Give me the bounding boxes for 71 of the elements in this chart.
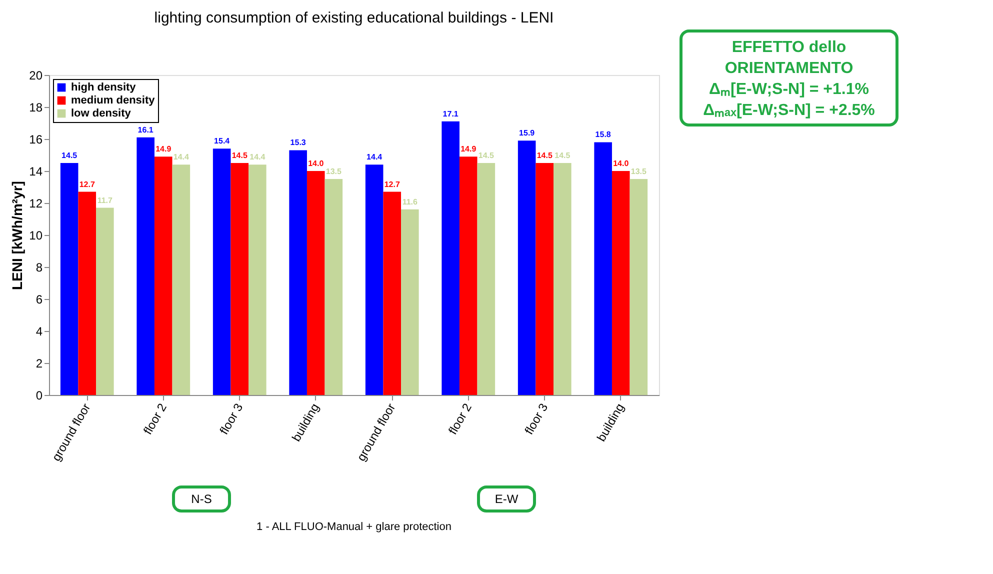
data-label: 14.9 [460, 144, 477, 154]
data-label: 14.0 [308, 159, 324, 168]
bar [612, 171, 630, 395]
bar [230, 163, 249, 395]
data-label: 14.5 [232, 151, 248, 160]
data-label: 16.1 [138, 125, 154, 134]
legend-label: low density [71, 108, 132, 120]
bar [306, 171, 325, 395]
text: Δₘ[E-W;S-N] = +1.1% [709, 81, 869, 98]
text: Δₘₐₓ[E-W;S-N] = +2.5% [703, 102, 875, 119]
text: E-W [494, 492, 519, 506]
data-label: 14.5 [62, 151, 78, 160]
chart-title: lighting consumption of existing educational buildings - LENI [154, 10, 554, 26]
bar [60, 163, 78, 395]
text: ORIENTAMENTO [724, 60, 854, 77]
y-tick-label: 16 [29, 132, 43, 146]
y-tick-label: 8 [36, 260, 43, 274]
y-tick-label: 2 [36, 356, 43, 370]
bar [630, 179, 648, 395]
bar [154, 156, 172, 395]
data-label: 14.0 [613, 159, 630, 168]
bar [401, 209, 419, 395]
bar [78, 192, 96, 395]
bar [248, 164, 266, 395]
y-tick-label: 6 [36, 292, 43, 306]
data-label: 14.9 [156, 144, 172, 154]
data-label: 12.7 [79, 180, 96, 189]
text: EFFETTO dello [732, 39, 846, 56]
bar [518, 140, 536, 395]
text: N-S [191, 492, 212, 506]
data-label: 12.7 [384, 180, 400, 189]
y-tick-label: 0 [36, 388, 43, 402]
data-label: 13.5 [630, 167, 647, 176]
bar [459, 156, 478, 395]
data-label: 14.4 [173, 152, 190, 162]
data-label: 14.5 [554, 151, 571, 160]
bar [136, 137, 154, 395]
bar [365, 164, 384, 395]
data-label: 14.5 [478, 151, 494, 160]
data-label: 15.8 [595, 130, 612, 140]
y-tick-label: 14 [29, 164, 43, 178]
data-label: 14.5 [536, 151, 553, 160]
data-label: 11.7 [97, 196, 114, 205]
bar [383, 192, 402, 395]
bar [96, 208, 114, 395]
text: 1 - ALL FLUO-Manual + glare protection [256, 521, 452, 533]
data-label: 15.4 [214, 136, 230, 146]
bar [172, 164, 190, 395]
legend-label: medium density [71, 94, 156, 106]
bar [324, 179, 343, 395]
y-tick-label: 4 [36, 324, 43, 338]
y-tick-label: 18 [29, 100, 43, 114]
data-label: 14.4 [250, 152, 266, 162]
data-label: 15.3 [290, 138, 306, 148]
data-label: 17.1 [442, 109, 459, 118]
data-label: 11.6 [402, 197, 418, 206]
y-tick-label: 12 [29, 196, 43, 210]
data-label: 13.5 [326, 167, 342, 176]
data-label: 15.9 [519, 128, 536, 138]
bar [477, 163, 496, 395]
bar [536, 163, 554, 395]
bar [442, 121, 460, 395]
data-label: 14.4 [366, 152, 383, 162]
bar [289, 150, 307, 395]
y-axis-title: LENI [kWh/m²yr] [9, 181, 26, 290]
y-tick-label: 10 [29, 228, 43, 242]
bar [212, 148, 231, 395]
bar [554, 163, 572, 395]
bar [594, 142, 612, 395]
legend-label: high density [71, 82, 137, 94]
y-tick-label: 20 [29, 68, 43, 82]
